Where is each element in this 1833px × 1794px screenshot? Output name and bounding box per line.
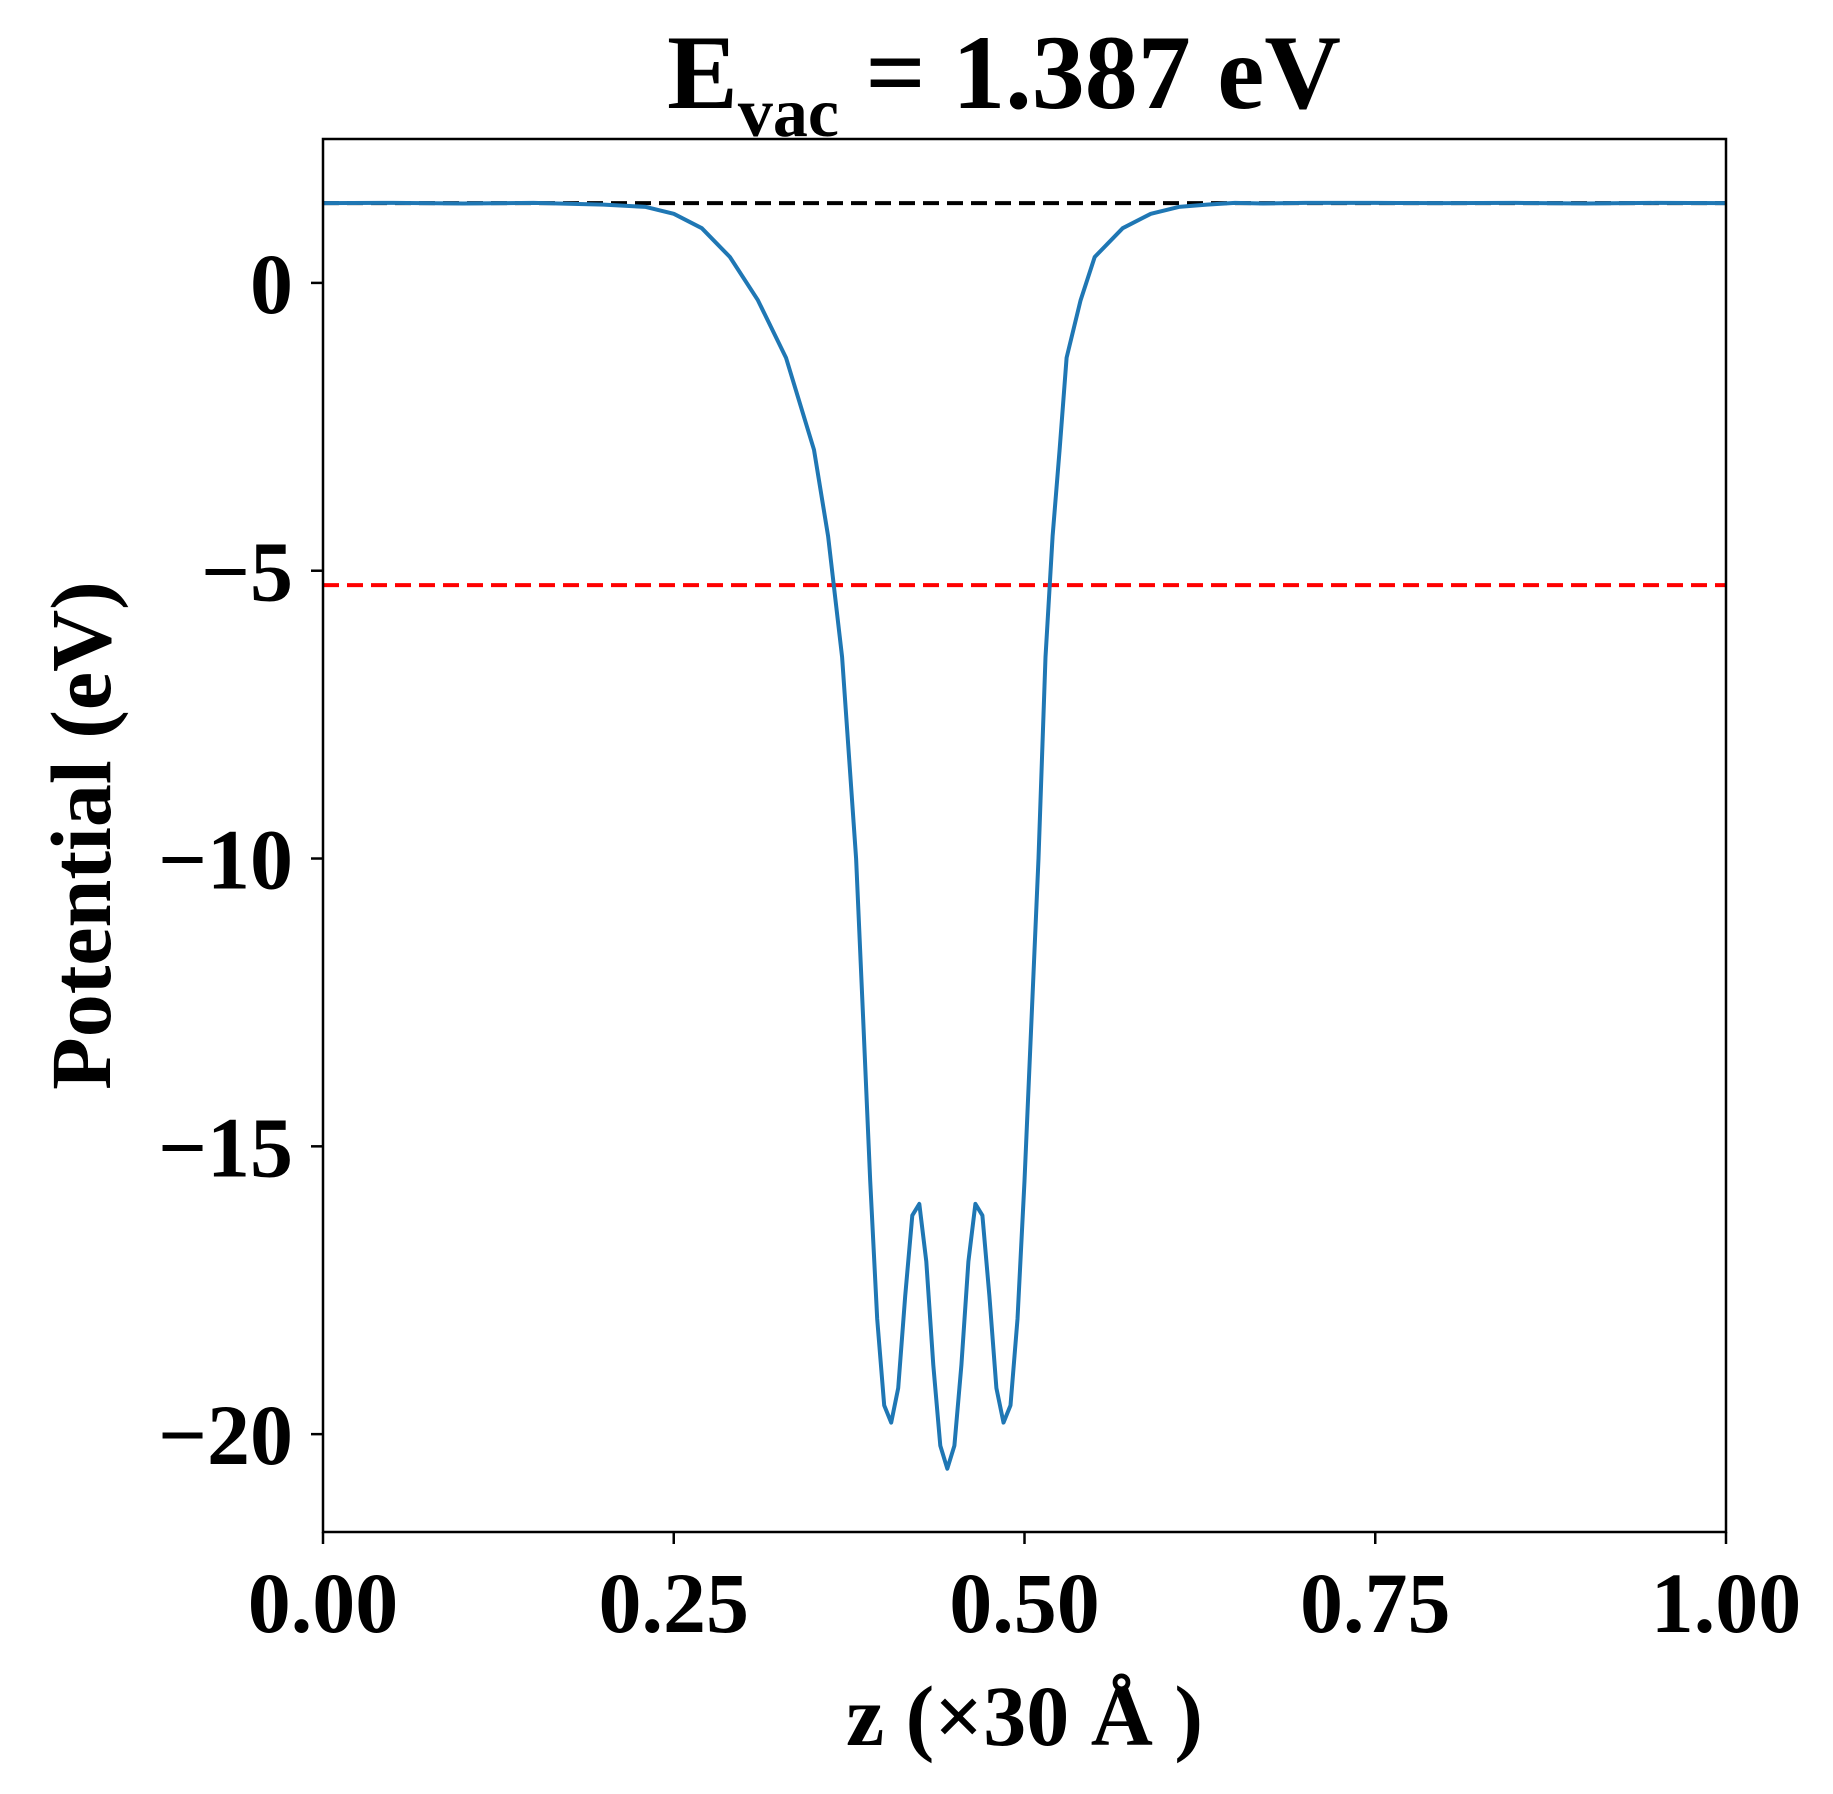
y-tick-label-4: −20 xyxy=(158,1387,293,1483)
x-tick-label-1: 0.25 xyxy=(599,1555,750,1651)
chart-title: Evac = 1.387 eV xyxy=(667,14,1341,152)
x-tick-label-4: 1.00 xyxy=(1651,1555,1802,1651)
series-line-0 xyxy=(322,200,1727,1471)
series-group xyxy=(322,200,1727,1471)
x-axis-ticks: 0.00 0.25 0.50 0.75 1.00 xyxy=(248,1532,1802,1651)
chart-title-main: E xyxy=(667,14,738,131)
x-tick-label-2: 0.50 xyxy=(949,1555,1100,1651)
x-axis-label: z (×30 Å ) xyxy=(846,1668,1203,1764)
y-axis-ticks: 0 −5 −10 −15 −20 xyxy=(158,236,323,1483)
y-tick-label-1: −5 xyxy=(201,524,293,620)
y-tick-label-0: 0 xyxy=(250,236,293,332)
y-axis-label: Potential (eV) xyxy=(33,581,129,1090)
x-tick-label-3: 0.75 xyxy=(1300,1555,1451,1651)
plot-frame xyxy=(321,137,1728,1534)
chart-title-rest: = 1.387 eV xyxy=(839,14,1341,131)
chart-title-subscript: vac xyxy=(738,75,839,152)
y-tick-label-2: −10 xyxy=(158,812,293,908)
x-tick-label-0: 0.00 xyxy=(248,1555,399,1651)
y-tick-label-3: −15 xyxy=(158,1099,293,1195)
reference-lines xyxy=(323,201,1726,588)
